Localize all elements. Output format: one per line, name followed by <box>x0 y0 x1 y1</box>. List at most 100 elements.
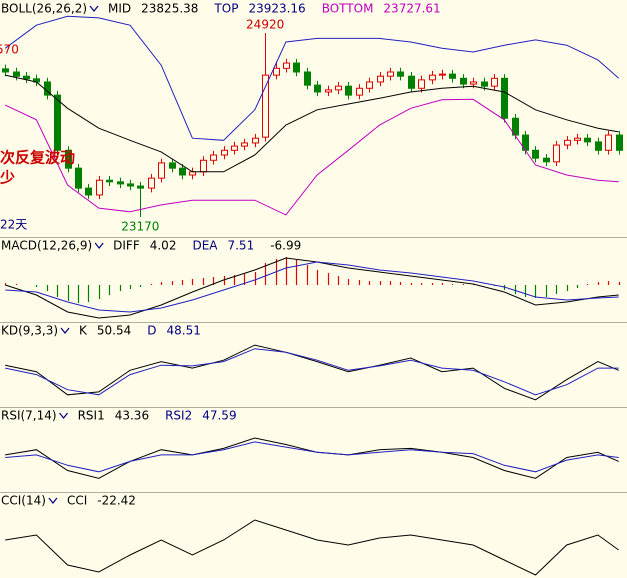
candle-body <box>553 144 560 163</box>
indicator-name: KD(9,3,3) <box>1 324 58 338</box>
indicator-line <box>5 519 619 576</box>
annotation: 少 <box>0 169 15 187</box>
candle-body <box>366 81 373 89</box>
candle-body <box>397 71 404 77</box>
readout-value: 43.36 <box>115 409 149 423</box>
candle-body <box>491 77 498 87</box>
readout-value: 23923.16 <box>248 2 305 16</box>
candle-body <box>210 154 217 161</box>
panel <box>2 15 623 218</box>
candle-body <box>23 75 30 80</box>
candle-body <box>13 71 20 77</box>
candle-body <box>584 137 591 143</box>
candle-body <box>179 167 186 176</box>
annotation: 22天 <box>0 218 27 232</box>
candle-body <box>439 73 446 76</box>
candle-body <box>293 62 300 73</box>
indicator-line <box>5 74 619 173</box>
readout-value: -6.99 <box>270 239 301 253</box>
candle-body <box>595 141 602 151</box>
annotation: 次反复波动 <box>0 149 75 167</box>
panel <box>4 257 621 319</box>
candle-body <box>106 179 113 183</box>
candle-body <box>200 159 207 173</box>
readout-label: DIFF <box>113 239 140 253</box>
readout-label: TOP <box>213 2 238 16</box>
readout-label: BOTTOM <box>322 2 374 16</box>
readout-label: DEA <box>192 239 218 253</box>
candle-body <box>408 75 415 89</box>
indicator-line <box>4 98 619 216</box>
readout-label: CCI <box>67 494 87 508</box>
candle-body <box>221 149 228 156</box>
candle-body <box>75 167 82 189</box>
annotation: 570 <box>0 43 19 57</box>
candle-body <box>314 84 321 93</box>
readout-value: 4.02 <box>150 239 177 253</box>
candle-body <box>283 62 290 69</box>
dropdown-chevron <box>48 497 58 504</box>
panel <box>5 344 619 401</box>
candle-body <box>501 77 508 119</box>
candle-body <box>574 137 581 141</box>
indicator-name: RSI(7,14) <box>1 409 57 423</box>
candle-body <box>335 85 342 91</box>
candle-body <box>304 71 311 86</box>
candle-body <box>2 68 9 73</box>
candle-body <box>543 157 550 163</box>
candle-body <box>377 75 384 83</box>
candle-body <box>470 81 477 85</box>
candle-body <box>54 94 61 151</box>
readout-label: D <box>147 324 156 338</box>
candle-body <box>169 162 176 169</box>
candle-body <box>158 162 165 179</box>
indicator-name: BOLL(26,26,2) <box>1 2 87 16</box>
readout-value: 7.51 <box>227 239 254 253</box>
indicator-line <box>5 348 619 396</box>
candle-body <box>252 137 259 144</box>
candle-body <box>532 149 539 159</box>
candle-body <box>65 149 72 169</box>
candle-body <box>241 142 248 147</box>
dropdown-chevron <box>94 242 104 249</box>
dropdown-chevron <box>59 412 69 419</box>
readout-label: MID <box>108 2 131 16</box>
candle-body <box>387 71 394 77</box>
readout-label: RSI2 <box>165 409 192 423</box>
dropdown-chevron <box>89 5 99 12</box>
candle-body <box>449 73 456 79</box>
candle-body <box>262 74 269 138</box>
candle-body <box>137 185 144 189</box>
candle-body <box>127 183 134 187</box>
panel <box>5 437 619 479</box>
indicator-name: CCI(14) <box>1 494 46 508</box>
candle-body <box>616 134 623 151</box>
panel <box>5 519 619 576</box>
readout-value: 50.54 <box>97 324 131 338</box>
candle-body <box>512 117 519 136</box>
candle-body <box>418 79 425 89</box>
candle-body <box>231 145 238 151</box>
candle-body <box>85 187 92 196</box>
readout-label: K <box>79 324 88 338</box>
candle-body <box>148 177 155 189</box>
candle-body <box>325 89 332 93</box>
candle-body <box>564 139 571 146</box>
candle-body <box>345 85 352 96</box>
indicator-line <box>4 15 620 141</box>
readout-label: RSI1 <box>78 409 105 423</box>
readout-value: 47.59 <box>202 409 236 423</box>
candle-body <box>96 179 103 196</box>
low-label: 23170 <box>121 220 159 234</box>
candle-body <box>189 171 196 176</box>
readout-value: -22.42 <box>97 494 136 508</box>
candle-body <box>273 67 280 76</box>
candle-body <box>460 77 467 85</box>
readout-value: 48.51 <box>167 324 201 338</box>
readout-value: 23727.61 <box>383 2 440 16</box>
readout-value: 23825.38 <box>141 2 198 16</box>
candle-body <box>429 74 436 81</box>
candle-body <box>117 181 124 185</box>
